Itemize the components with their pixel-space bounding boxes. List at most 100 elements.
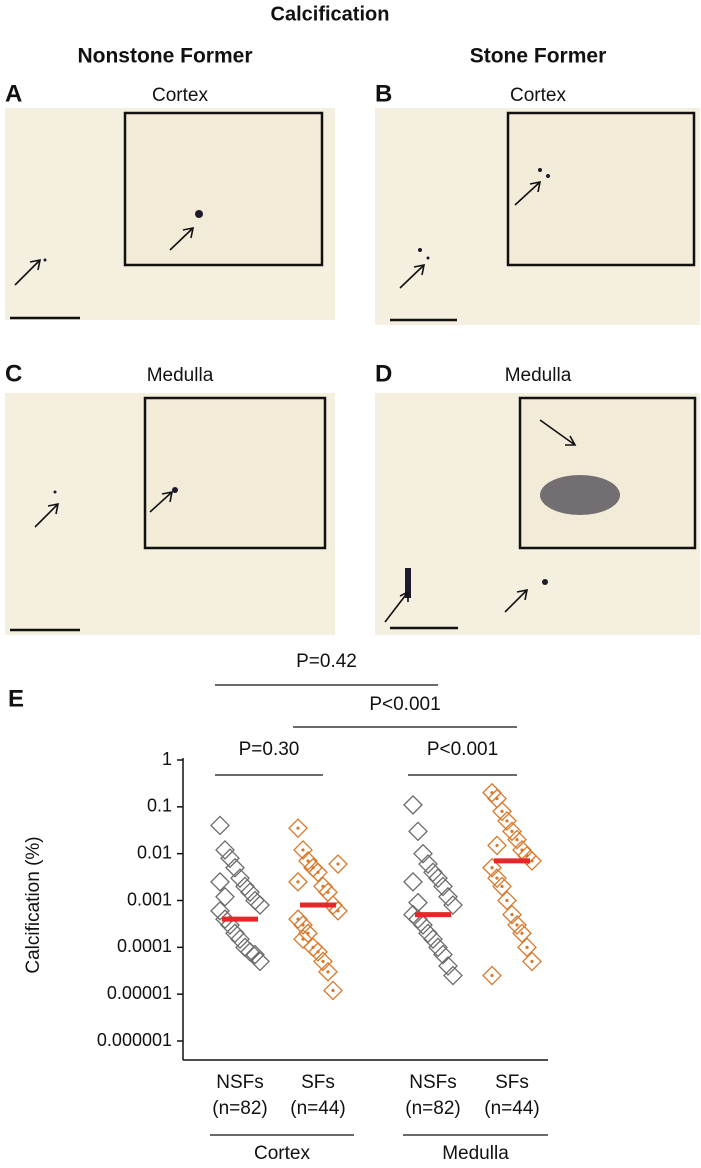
data-point-dot — [326, 890, 330, 894]
deposit — [195, 210, 203, 218]
data-point — [245, 944, 265, 965]
data-point-dot — [296, 826, 300, 830]
data-point — [288, 818, 308, 839]
y-tick-label: 0.00001 — [107, 983, 172, 1003]
x-tick-label: SFs — [301, 1072, 335, 1093]
y-tick-label: 0.001 — [127, 889, 172, 909]
inset — [518, 396, 697, 550]
data-point-dot — [500, 884, 504, 889]
y-tick-label: 1 — [162, 749, 172, 769]
comparison-label: P<0.001 — [369, 694, 440, 715]
data-point — [433, 944, 453, 965]
panel-label: B — [375, 80, 392, 107]
data-point — [250, 951, 270, 972]
column-title: Stone Former — [470, 45, 607, 68]
data-point-dot — [296, 880, 300, 884]
data-point — [492, 876, 512, 897]
data-point — [210, 871, 230, 892]
data-point — [293, 929, 313, 950]
x-tick-label: NSFs — [216, 1072, 264, 1093]
data-point-dot — [490, 973, 494, 978]
deposit — [172, 487, 178, 493]
data-point — [413, 915, 433, 935]
data-point — [497, 890, 517, 911]
inset — [506, 111, 696, 267]
inset — [123, 111, 324, 267]
data-point — [328, 900, 348, 921]
arrow — [384, 590, 409, 623]
data-point — [512, 923, 532, 944]
data-point — [225, 857, 245, 878]
y-tick-label: 0.0001 — [117, 936, 172, 956]
panel-caption: Cortex — [152, 85, 208, 106]
data-point — [482, 857, 502, 878]
data-point — [438, 886, 458, 907]
data-point-dot — [525, 945, 529, 949]
x-tick-sublabel: (n=44) — [290, 1098, 345, 1119]
data-point — [215, 840, 235, 860]
data-point-dot — [505, 819, 509, 823]
data-point — [220, 848, 240, 869]
arrow — [504, 588, 529, 613]
data-point — [502, 821, 522, 842]
deposit — [426, 256, 430, 260]
panel-caption: Medulla — [505, 365, 572, 386]
data-point-dot — [316, 950, 320, 954]
panel-label: A — [5, 80, 22, 107]
data-point-dot — [306, 859, 310, 863]
panel-d: D Medulla — [375, 360, 700, 635]
data-point — [328, 854, 348, 874]
data-point — [215, 886, 235, 907]
data-point — [507, 915, 527, 935]
data-point — [293, 840, 313, 860]
panel-label: C — [5, 360, 22, 387]
data-point-dot — [520, 931, 524, 935]
data-point — [502, 904, 522, 925]
deposit — [538, 168, 542, 172]
data-point — [403, 871, 423, 892]
data-point — [517, 937, 537, 958]
data-point-dot — [530, 959, 534, 964]
data-point — [318, 961, 338, 982]
data-point-dot — [490, 866, 494, 870]
data-point — [220, 915, 240, 935]
panel-caption: Cortex — [510, 85, 566, 106]
comparison-label: P<0.001 — [427, 739, 498, 760]
arrow — [34, 502, 60, 528]
x-tick-label: SFs — [495, 1072, 529, 1093]
panel-caption: Medulla — [147, 365, 214, 386]
data-point — [428, 868, 448, 889]
data-point — [408, 821, 428, 842]
arrow — [14, 258, 42, 286]
deposit — [542, 579, 548, 585]
data-point — [308, 941, 328, 962]
data-point — [413, 843, 433, 864]
arrow — [514, 180, 542, 206]
data-point-dot — [301, 937, 305, 941]
y-tick-label: 0.01 — [137, 842, 172, 862]
data-point — [487, 835, 507, 856]
data-point-dot — [515, 837, 519, 842]
y-tick-label: 0.1 — [147, 796, 172, 816]
data-point — [438, 956, 458, 976]
data-point — [240, 941, 260, 962]
panel-label: D — [375, 360, 392, 387]
arrow — [399, 263, 426, 289]
data-point — [482, 965, 502, 986]
x-tick-sublabel: (n=82) — [405, 1098, 460, 1119]
data-point — [293, 915, 313, 935]
data-point — [240, 882, 260, 903]
group-label: Cortex — [254, 1143, 310, 1164]
deposit — [540, 475, 620, 515]
data-point-dot — [495, 876, 499, 880]
data-point — [230, 929, 250, 950]
x-tick-sublabel: (n=44) — [484, 1098, 539, 1119]
data-point-dot — [510, 912, 514, 917]
arrow — [169, 226, 195, 251]
data-point — [308, 862, 328, 883]
data-point-dot — [331, 988, 335, 993]
data-point-dot — [530, 859, 534, 863]
panel-c: C Medulla — [5, 360, 335, 635]
deposit — [546, 174, 550, 178]
